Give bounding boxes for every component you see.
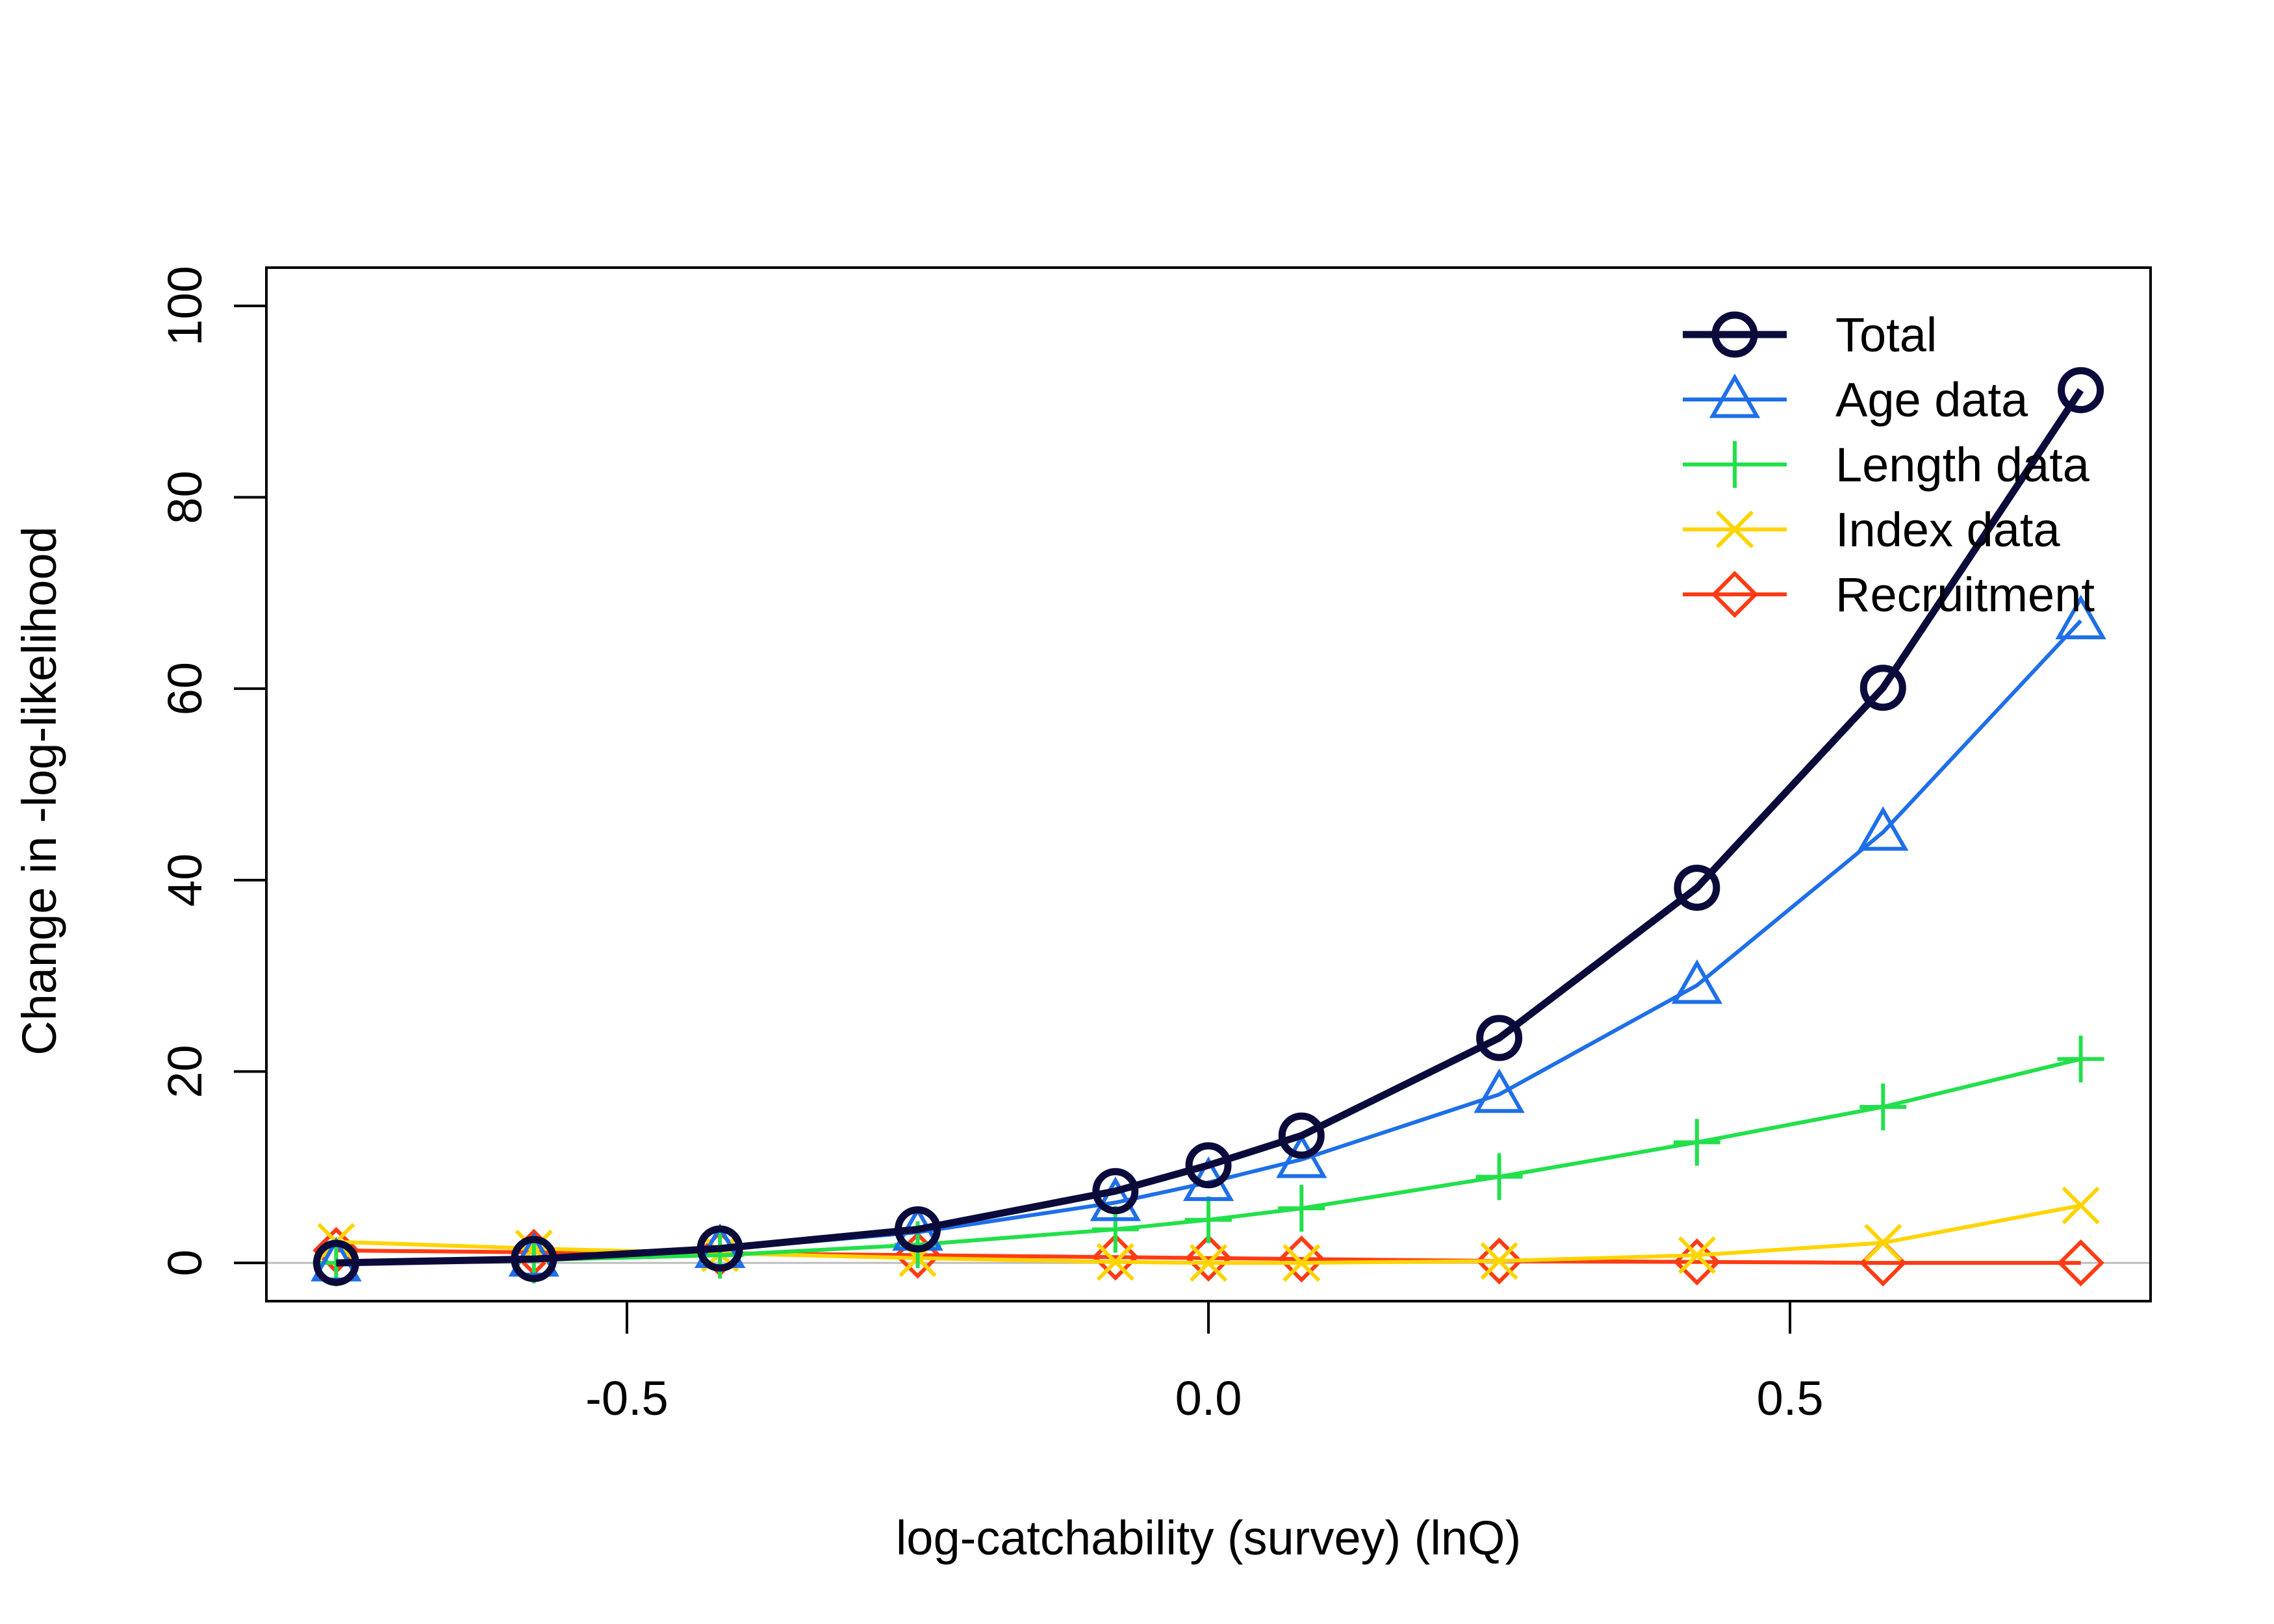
data-point-length-data [1185,1196,1232,1243]
data-point-length-data [1278,1185,1325,1232]
data-point-length-data [1859,1083,1907,1130]
legend-item-total: Total [1683,308,1937,362]
y-tick-label: 80 [158,470,212,524]
x-tick-label: 0.5 [1757,1371,1824,1425]
legend-label: Length data [1835,438,2090,492]
data-point-age-data [1858,806,1909,851]
legend-label: Total [1835,308,1937,362]
data-point-recruitment [1476,1237,1523,1285]
x-axis: -0.5 0.0 0.5 [585,1300,1824,1425]
legend-label: Index data [1835,503,2060,557]
data-point-total [1185,1142,1232,1189]
data-point-age-data [1090,1176,1141,1221]
x-tick-label: -0.5 [585,1371,669,1425]
data-point-total [511,1236,557,1282]
legend-swatch-marker [1709,373,1761,418]
data-point-total [313,1239,359,1286]
legend-label: Recruitment [1835,568,2095,622]
series-total [313,367,2104,1286]
legend-item-age-data: Age data [1683,373,2028,427]
y-tick-label: 40 [158,854,212,907]
data-point-length-data [1673,1119,1720,1166]
data-point-length-data [1476,1153,1523,1200]
y-axis: 0 20 40 60 80 100 [158,266,268,1276]
y-axis-label: Change in -log-likelihood [12,526,66,1056]
y-tick-label: 20 [158,1045,212,1098]
data-point-index-data [1864,1224,1902,1262]
legend-item-recruitment: Recruitment [1683,568,2095,622]
data-point-index-data [1096,1243,1134,1281]
data-point-total [1674,865,1720,911]
legend-swatch-marker [1711,570,1759,618]
legend-item-index-data: Index data [1683,503,2060,557]
data-point-index-data [1189,1243,1228,1282]
legend-swatch-marker [1711,311,1758,358]
data-point-total [1859,665,1906,711]
y-tick-label: 100 [158,266,212,346]
data-point-recruitment [2057,1239,2104,1287]
x-axis-label: log-catchability (survey) (lnQ) [896,1511,1521,1565]
data-point-age-data [1474,1068,1525,1113]
data-point-age-data [1276,1133,1327,1178]
data-point-total [1278,1112,1325,1159]
y-tick-label: 60 [158,662,212,715]
data-point-recruitment [1277,1235,1325,1283]
data-point-total [894,1206,941,1253]
data-point-age-data [2055,594,2106,640]
series-line-total [336,388,2084,1267]
legend-item-length-data: Length data [1683,438,2090,492]
data-point-length-data [2057,1035,2104,1083]
data-point-total [2058,367,2104,414]
data-point-total [1476,1015,1523,1061]
data-point-index-data [1678,1236,1716,1275]
data-point-total [696,1225,743,1272]
legend-swatch-marker [1711,441,1758,488]
data-point-index-data [1480,1242,1518,1280]
data-point-age-data [1671,959,1723,1004]
legend: Total Age data Length data Index data Recrui… [1683,308,2095,622]
series-age-data [311,594,2106,1282]
data-point-index-data [2062,1186,2100,1224]
data-point-total [1092,1168,1139,1215]
data-point-index-data [1283,1243,1321,1282]
x-tick-label: 0.0 [1175,1371,1242,1425]
legend-swatch-marker [1715,510,1754,549]
y-tick-label: 0 [158,1249,212,1276]
legend-label: Age data [1835,373,2028,427]
